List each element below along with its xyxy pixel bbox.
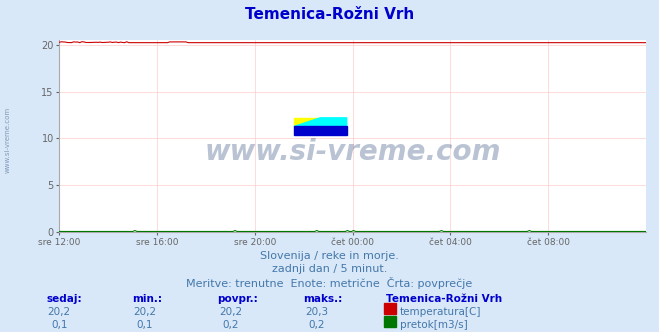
Text: povpr.:: povpr.: (217, 294, 258, 304)
Text: zadnji dan / 5 minut.: zadnji dan / 5 minut. (272, 264, 387, 274)
Polygon shape (294, 118, 347, 126)
Text: 0,2: 0,2 (308, 320, 325, 330)
Text: sedaj:: sedaj: (46, 294, 82, 304)
Text: temperatura[C]: temperatura[C] (400, 307, 482, 317)
Text: Meritve: trenutne  Enote: metrične  Črta: povprečje: Meritve: trenutne Enote: metrične Črta: … (186, 277, 473, 289)
Text: maks.:: maks.: (303, 294, 343, 304)
Text: pretok[m3/s]: pretok[m3/s] (400, 320, 468, 330)
Text: 0,1: 0,1 (51, 320, 68, 330)
Polygon shape (294, 118, 320, 126)
Text: www.si-vreme.com: www.si-vreme.com (204, 137, 501, 166)
Text: 0,1: 0,1 (136, 320, 154, 330)
Text: Temenica-Rožni Vrh: Temenica-Rožni Vrh (386, 294, 501, 304)
Text: 20,2: 20,2 (47, 307, 71, 317)
Text: Slovenija / reke in morje.: Slovenija / reke in morje. (260, 251, 399, 261)
Text: www.si-vreme.com: www.si-vreme.com (5, 106, 11, 173)
Polygon shape (294, 126, 347, 135)
Text: min.:: min.: (132, 294, 162, 304)
Text: 20,2: 20,2 (133, 307, 157, 317)
Text: 20,2: 20,2 (219, 307, 243, 317)
Text: 20,3: 20,3 (304, 307, 328, 317)
Text: Temenica-Rožni Vrh: Temenica-Rožni Vrh (245, 7, 414, 23)
Text: 0,2: 0,2 (222, 320, 239, 330)
